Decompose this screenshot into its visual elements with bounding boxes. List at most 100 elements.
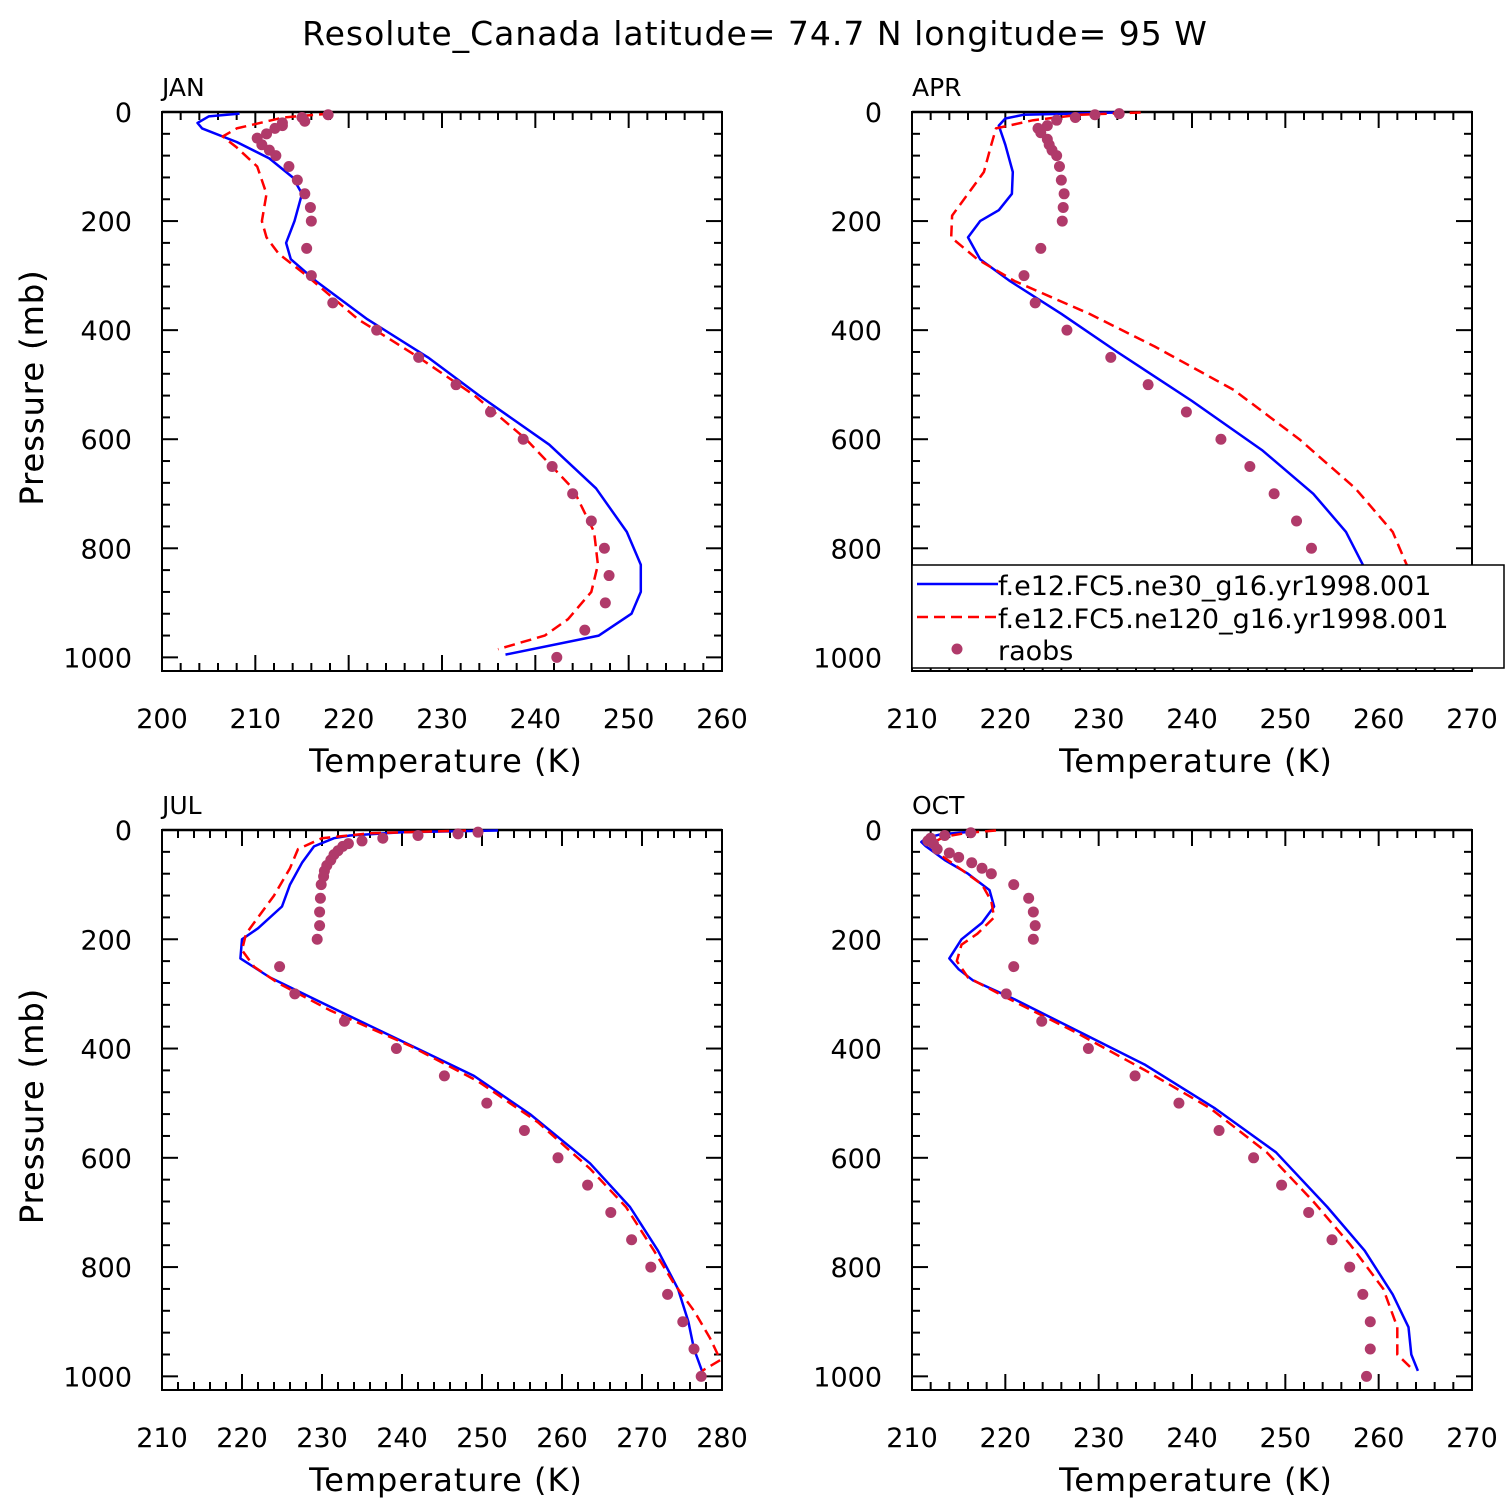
x-tick-label-apr: 260 [1353, 704, 1405, 735]
raobs-point-oct [1361, 1370, 1373, 1382]
x-tick-label-jul: 220 [216, 1423, 268, 1454]
legend-label-raobs: raobs [998, 636, 1073, 667]
raobs-point-jul [438, 1070, 450, 1082]
panel-jul: JUL 210 220 230 240 250 260 270 280 0 200 400 600 800… [13, 791, 748, 1499]
ne30-line-oct [920, 830, 1420, 1372]
y-axis-label-apr: Pressure (mb) [13, 269, 51, 505]
plot-frame-jul [161, 829, 723, 1391]
x-tick-label-apr: 220 [980, 704, 1032, 735]
raobs-point-oct [931, 843, 943, 855]
y-tick-label-oct: 800 [830, 1253, 882, 1284]
raobs-point-apr [1055, 174, 1067, 186]
raobs-point-jan [598, 542, 610, 554]
raobs-point-apr [1061, 324, 1073, 336]
raobs-point-jan [371, 324, 383, 336]
raobs-point-jul [605, 1206, 617, 1218]
raobs-point-apr [1180, 406, 1192, 418]
raobs-point-oct [943, 847, 955, 859]
raobs-point-apr [1089, 109, 1101, 121]
ne120-line-apr [949, 111, 1413, 651]
raobs-point-oct [1213, 1124, 1225, 1136]
raobs-point-oct [1008, 879, 1020, 891]
raobs-point-oct [1029, 920, 1041, 932]
raobs-point-oct [1344, 1261, 1356, 1273]
raobs-point-jul [481, 1097, 493, 1109]
raobs-point-jan [305, 215, 317, 227]
panel-title-oct: OCT [912, 791, 965, 820]
raobs-point-jul [338, 1015, 350, 1027]
raobs-point-jan [413, 351, 425, 363]
y-tick-label-oct: 400 [830, 1035, 882, 1066]
raobs-point-apr [1018, 270, 1030, 282]
raobs-point-jan [322, 109, 334, 121]
legend-label-ne120: f.e12.FC5.ne120_g16.yr1998.001 [998, 604, 1449, 635]
raobs-point-jan [603, 570, 615, 582]
raobs-point-jan [327, 297, 339, 309]
x-tick-label-jan: 210 [230, 704, 282, 735]
raobs-point-jul [518, 1124, 530, 1136]
raobs-point-jul [677, 1316, 689, 1328]
raobs-point-jan [585, 515, 597, 527]
y-axis-label-jul: Pressure (mb) [13, 988, 51, 1224]
raobs-point-oct [1364, 1316, 1376, 1328]
raobs-point-jan [546, 460, 558, 472]
raobs-point-jul [412, 829, 424, 841]
panel-title-jan: JAN [160, 73, 205, 102]
y-tick-label-jul: 800 [80, 1253, 132, 1284]
legend-marker-raobs [951, 643, 963, 655]
x-tick-label-oct: 240 [1166, 1423, 1218, 1454]
raobs-point-oct [1008, 961, 1020, 973]
raobs-point-oct [939, 829, 951, 841]
x-tick-label-apr: 270 [1446, 704, 1498, 735]
x-axis-label-oct: Temperature (K) [1058, 1461, 1333, 1499]
raobs-point-oct [1173, 1097, 1185, 1109]
raobs-point-oct [965, 827, 977, 839]
ne120-line-oct [929, 829, 1413, 1369]
y-tick-label-jan: 0 [115, 98, 132, 129]
x-tick-label-oct: 260 [1353, 1423, 1405, 1454]
raobs-point-apr [1113, 108, 1125, 120]
raobs-point-apr [1142, 379, 1154, 391]
x-tick-label-apr: 250 [1260, 704, 1312, 735]
raobs-point-apr [1215, 433, 1227, 445]
y-tick-label-apr: 0 [865, 98, 882, 129]
y-axis-label-oct: Pressure (mb) [13, 988, 51, 1224]
ne30-line-jan [196, 112, 643, 656]
raobs-point-oct [1036, 1015, 1048, 1027]
raobs-point-jan [299, 188, 311, 200]
raobs-point-jul [552, 1152, 564, 1164]
raobs-point-jul [390, 1043, 402, 1055]
raobs-point-apr [1041, 120, 1053, 132]
y-tick-label-apr: 1000 [813, 643, 882, 674]
raobs-point-apr [1035, 242, 1047, 254]
y-tick-label-jan: 200 [80, 207, 132, 238]
y-tick-label-jul: 400 [80, 1035, 132, 1066]
raobs-point-jul [314, 906, 326, 918]
panel-oct: OCT 210 220 230 240 250 260 270 0 200 400 600 800 100… [13, 791, 1498, 1499]
raobs-point-oct [1276, 1179, 1288, 1191]
raobs-point-jul [695, 1370, 707, 1382]
raobs-point-oct [1000, 988, 1012, 1000]
x-tick-label-jan: 260 [696, 704, 748, 735]
raobs-point-jan [599, 597, 611, 609]
raobs-point-apr [1056, 215, 1068, 227]
raobs-point-apr [1051, 150, 1063, 162]
x-tick-label-jul: 210 [136, 1423, 188, 1454]
raobs-point-jan [579, 624, 591, 636]
raobs-point-apr [1051, 114, 1063, 126]
raobs-point-jan [517, 433, 529, 445]
raobs-point-jan [291, 174, 303, 186]
panel-title-jul: JUL [160, 791, 202, 820]
y-tick-label-oct: 1000 [813, 1362, 882, 1393]
x-tick-label-jul: 260 [536, 1423, 588, 1454]
x-tick-label-jan: 240 [510, 704, 562, 735]
y-tick-label-apr: 600 [830, 425, 882, 456]
x-tick-label-jul: 280 [696, 1423, 748, 1454]
y-tick-label-jan: 800 [80, 534, 132, 565]
raobs-point-apr [1105, 351, 1117, 363]
raobs-point-jul [289, 988, 301, 1000]
raobs-point-jan [301, 242, 313, 254]
y-tick-label-jul: 600 [80, 1144, 132, 1175]
ne30-line-jul [239, 829, 704, 1372]
raobs-point-jan [450, 379, 462, 391]
